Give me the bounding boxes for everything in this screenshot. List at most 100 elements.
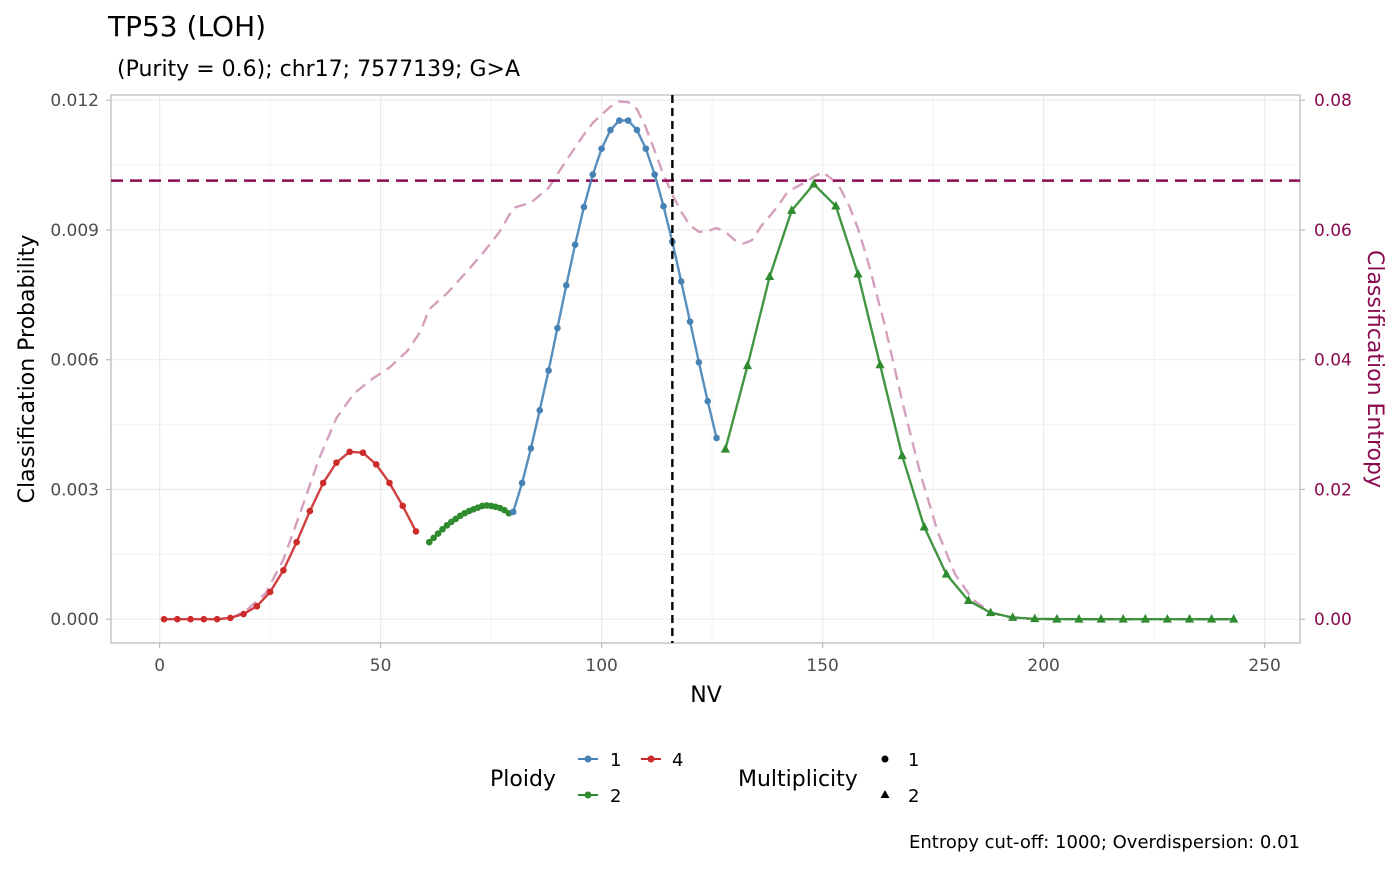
x-tick-label: 0 (154, 656, 165, 676)
data-point-circle (187, 615, 194, 623)
chart-title: TP53 (LOH) (107, 10, 266, 43)
data-point-circle (704, 397, 712, 405)
data-point-circle (266, 588, 274, 596)
data-point-circle (174, 615, 181, 623)
y-tick-label: 0.009 (50, 221, 99, 241)
x-tick-label: 100 (585, 656, 617, 676)
legend-multiplicity-title: Multiplicity (738, 767, 858, 792)
legend-ploidy-1-dot (584, 755, 592, 763)
data-point-circle (589, 171, 597, 178)
data-point-triangle (1030, 613, 1040, 623)
data-point-triangle (941, 569, 951, 578)
data-point-triangle (764, 271, 775, 281)
data-point-circle (306, 507, 314, 515)
data-point-circle (200, 615, 208, 623)
plot-border (110, 94, 1301, 644)
data-point-circle (651, 171, 658, 178)
data-point-triangle (1096, 614, 1106, 623)
data-point-triangle (853, 268, 863, 278)
data-point-triangle (919, 521, 929, 531)
data-point-circle (443, 522, 451, 529)
legend-ploidy-1-label: 1 (610, 750, 621, 771)
y2-tick-label: 0.08 (1314, 91, 1352, 111)
data-point-circle (333, 459, 340, 466)
data-point-circle (399, 502, 407, 510)
x-tick-label: 150 (806, 656, 838, 676)
data-point-circle (527, 445, 535, 452)
data-point-circle (580, 203, 588, 211)
data-point-triangle (787, 205, 797, 214)
data-point-circle (412, 528, 420, 535)
data-point-circle (518, 479, 526, 487)
data-point-triangle (1008, 612, 1018, 621)
y2-tick-label: 0.06 (1314, 221, 1352, 241)
series-line-ploidy-2-mult-2 (724, 182, 1234, 621)
data-point-triangle (1118, 614, 1128, 623)
data-point-circle (386, 479, 393, 487)
legend-ploidy-2-dot (584, 791, 592, 799)
data-point-circle (346, 448, 353, 456)
data-point-circle (554, 324, 561, 332)
data-point-circle (430, 534, 437, 542)
data-point-circle (562, 282, 570, 289)
data-point-circle (677, 278, 685, 285)
legend-ploidy-2-label: 2 (610, 786, 621, 807)
data-point-circle (160, 615, 168, 623)
data-point-circle (359, 449, 367, 456)
data-point-triangle (1229, 614, 1239, 623)
y-tick-label: 0.006 (50, 351, 99, 371)
plot-layer: 0 50 100 150 200 250 0.000 0.003 0.006 0.009 0.012… (50, 91, 1352, 676)
x-tick-label: 50 (370, 656, 392, 676)
y-tick-label: 0.000 (50, 610, 99, 630)
y2-axis-label: Classification Entropy (1362, 250, 1387, 488)
y-tick-label: 0.003 (50, 480, 99, 500)
data-point-circle (434, 530, 442, 537)
data-point-circle (624, 117, 632, 124)
chart-subtitle: (Purity = 0.6); chr17; 7577139; G>A (110, 57, 520, 82)
y2-tick-label: 0.02 (1314, 480, 1352, 500)
data-point-triangle (1184, 614, 1195, 623)
entropy-curve (229, 100, 1234, 621)
data-point-circle (642, 145, 650, 152)
legend-ploidy-4-dot (647, 755, 655, 763)
data-point-circle (616, 117, 623, 124)
data-point-triangle (1140, 614, 1150, 623)
data-point-triangle (1052, 614, 1062, 623)
data-point-circle (571, 241, 579, 248)
x-tick-label: 250 (1248, 656, 1280, 676)
chart-caption: Entropy cut-off: 1000; Overdispersion: 0… (909, 832, 1300, 853)
data-point-circle (425, 538, 433, 546)
data-point-circle (536, 407, 544, 414)
data-point-circle (713, 434, 720, 442)
data-point-circle (598, 145, 605, 152)
data-point-triangle (809, 178, 819, 188)
legend: Ploidy 1 2 4 Multiplicity 1 2 (490, 750, 919, 807)
data-point-circle (686, 318, 694, 325)
legend-ploidy-title: Ploidy (490, 767, 556, 792)
legend-ploidy-4-label: 4 (672, 750, 683, 771)
data-point-triangle (963, 595, 974, 605)
legend-multiplicity-circle-icon (881, 755, 889, 763)
data-point-triangle (985, 607, 996, 617)
data-point-circle (633, 126, 641, 134)
data-point-circle (227, 614, 234, 622)
data-point-circle (660, 202, 667, 210)
data-point-triangle (1074, 614, 1084, 623)
y2-tick-label: 0.04 (1314, 351, 1352, 371)
data-point-triangle (875, 359, 885, 369)
data-point-circle (293, 538, 300, 546)
data-point-circle (695, 358, 703, 366)
data-point-triangle (897, 450, 907, 460)
data-point-circle (372, 461, 380, 468)
series-line-ploidy-1-mult-1 (512, 119, 718, 513)
x-tick-label: 200 (1027, 656, 1059, 676)
y-tick-label: 0.012 (50, 91, 99, 111)
data-point-circle (607, 126, 614, 134)
data-point-triangle (742, 360, 753, 370)
y2-tick-label: 0.00 (1314, 610, 1352, 630)
legend-multiplicity-1-label: 1 (908, 750, 919, 771)
data-point-circle (213, 615, 221, 623)
data-point-circle (280, 567, 287, 574)
data-point-circle (439, 525, 446, 533)
